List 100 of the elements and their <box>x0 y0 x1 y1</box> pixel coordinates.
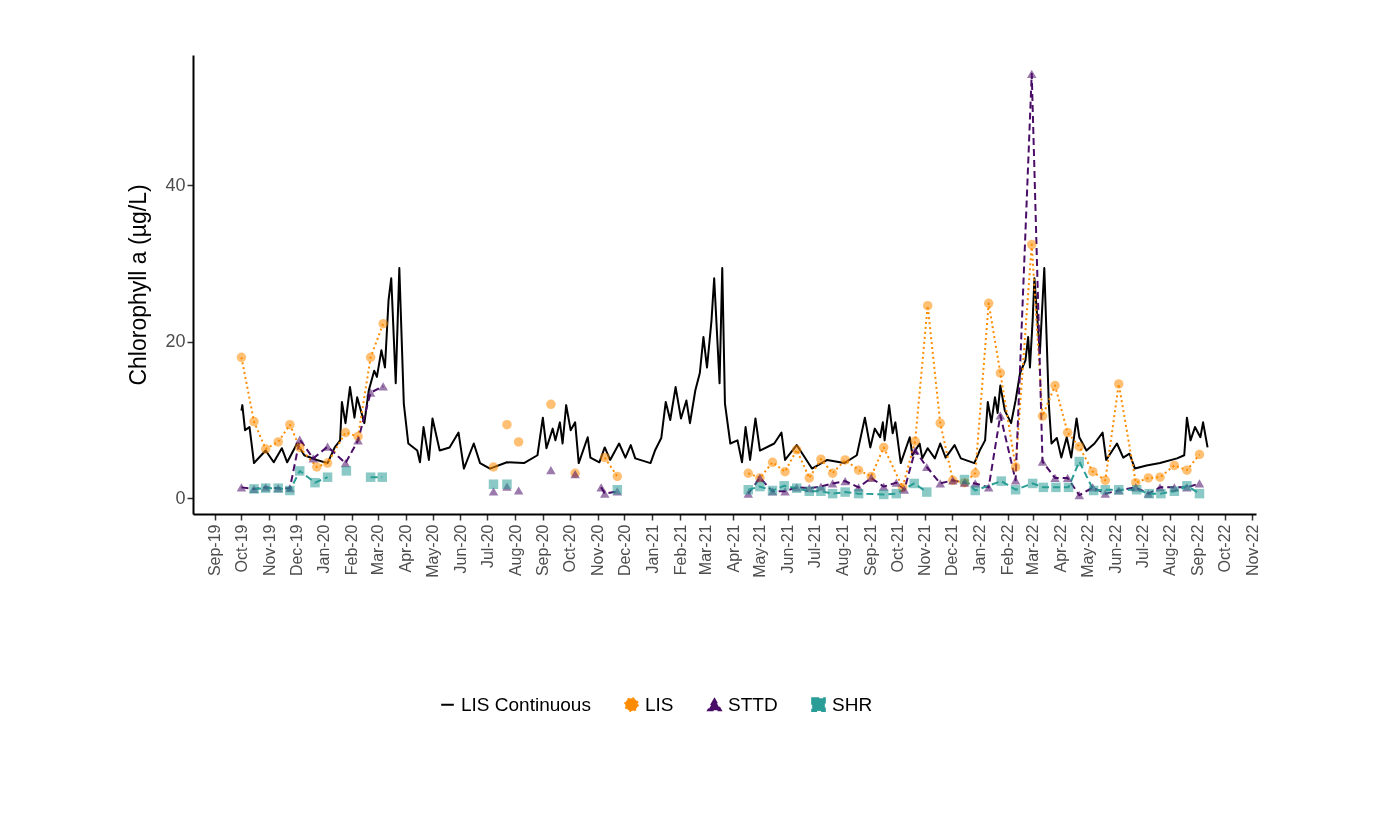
point <box>322 472 333 482</box>
point <box>1010 484 1021 495</box>
x-tick-label: Jun-22 <box>1106 524 1124 574</box>
x-tick-label: Oct-21 <box>888 524 906 573</box>
point <box>935 479 945 488</box>
point <box>922 300 933 311</box>
line-series <box>240 267 1209 470</box>
point <box>1062 473 1073 483</box>
point <box>910 436 920 446</box>
x-tick-label: Nov-19 <box>260 524 278 577</box>
point <box>1088 485 1099 496</box>
point <box>312 462 322 472</box>
x-tick-label: Sep-20 <box>534 524 552 577</box>
x-tick-label: May-21 <box>751 524 769 578</box>
point <box>1100 484 1111 495</box>
point <box>513 437 524 447</box>
point <box>1027 69 1037 78</box>
x-tick-label: Jul-22 <box>1133 524 1151 569</box>
x-tick-label: Mar-20 <box>369 524 387 576</box>
point <box>1027 239 1037 250</box>
point <box>295 435 305 444</box>
x-tick-label: Aug-22 <box>1161 524 1179 577</box>
x-tick-label: Jul-20 <box>478 524 496 569</box>
point <box>827 468 838 478</box>
point <box>1155 472 1165 482</box>
point <box>743 468 754 478</box>
x-tick-label: Oct-20 <box>561 524 579 573</box>
point <box>910 446 920 455</box>
point <box>236 483 247 492</box>
x-tick-label: Jul-21 <box>806 524 824 569</box>
point <box>295 442 305 453</box>
x-tick-label: Dec-20 <box>615 524 633 577</box>
x-tick-label: May-22 <box>1078 524 1096 578</box>
legend-label: LIS Continuous <box>461 693 591 715</box>
point <box>365 352 376 363</box>
point <box>1037 411 1048 421</box>
point <box>891 488 902 499</box>
point <box>1027 478 1038 489</box>
x-tick-label: Oct-19 <box>232 524 250 573</box>
point <box>1194 449 1205 460</box>
point <box>365 472 376 482</box>
x-tick-label: Jan-21 <box>643 524 661 574</box>
point <box>273 437 283 447</box>
point <box>853 488 864 499</box>
point <box>1063 482 1074 493</box>
x-tick-label: Dec-19 <box>287 524 305 577</box>
x-tick-label: Oct-22 <box>1216 524 1234 573</box>
point <box>488 462 499 472</box>
point <box>1037 457 1048 466</box>
point <box>780 466 790 477</box>
point <box>983 298 994 309</box>
point <box>260 444 271 454</box>
point <box>804 486 815 497</box>
point <box>600 489 610 498</box>
point <box>1156 488 1166 499</box>
point <box>1100 475 1111 486</box>
x-tick-label: Nov-21 <box>916 524 934 577</box>
y-tick-label: 20 <box>165 331 186 352</box>
point <box>1038 482 1049 493</box>
point <box>1114 379 1124 389</box>
point <box>1169 486 1180 497</box>
point <box>285 419 295 430</box>
y-axis-title: Chlorophyll a (µg/L) <box>125 184 152 386</box>
x-tick-label: Jun-21 <box>779 524 797 574</box>
x-tick-label: May-20 <box>424 524 442 578</box>
point <box>743 484 754 495</box>
point <box>827 488 838 499</box>
point <box>236 352 247 363</box>
point <box>996 476 1006 486</box>
point <box>1074 456 1085 467</box>
point <box>970 468 980 478</box>
x-tick-label: Sep-21 <box>861 524 879 577</box>
x-tick-label: Sep-19 <box>206 524 224 577</box>
x-tick-label: Feb-22 <box>999 524 1017 576</box>
point <box>1050 473 1060 483</box>
point <box>922 487 932 497</box>
point <box>767 457 778 468</box>
point <box>995 368 1006 378</box>
point <box>340 427 351 438</box>
x-tick-label: Jan-22 <box>971 524 989 574</box>
x-tick-label: Jan-20 <box>315 524 333 574</box>
point <box>546 399 556 410</box>
x-tick-label: Aug-20 <box>506 524 524 577</box>
point <box>970 485 980 496</box>
point <box>840 455 850 465</box>
legend-label: SHR <box>832 693 873 715</box>
point <box>791 445 802 455</box>
y-tick-label: 0 <box>175 487 186 508</box>
point <box>1010 462 1021 472</box>
point <box>322 458 333 468</box>
point <box>1051 482 1061 493</box>
x-tick-label: Feb-20 <box>343 524 361 576</box>
x-tick-label: Feb-21 <box>671 524 689 576</box>
point <box>377 472 388 482</box>
point <box>922 462 932 472</box>
x-tick-label: Mar-21 <box>696 524 714 576</box>
point <box>1087 466 1098 477</box>
point <box>909 478 919 489</box>
point <box>378 318 388 329</box>
x-tick-label: Jun-20 <box>451 524 469 574</box>
